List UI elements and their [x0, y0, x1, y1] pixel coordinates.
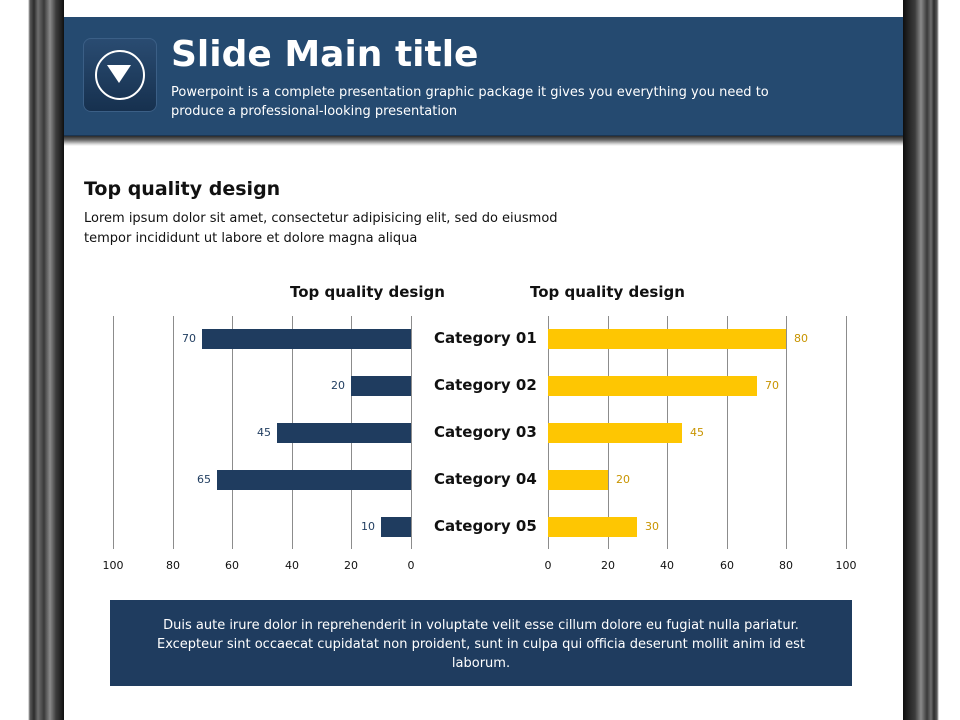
category-label: Category 04 — [434, 470, 537, 488]
footer-text-box: Duis aute irure dolor in reprehenderit i… — [110, 600, 852, 686]
right-gridline — [786, 316, 787, 549]
category-label: Category 03 — [434, 423, 537, 441]
right-data-label: 45 — [690, 426, 704, 439]
left-x-tick-label: 40 — [285, 559, 299, 572]
right-data-label: 20 — [616, 473, 630, 486]
right-bar — [548, 517, 637, 537]
header-shadow — [64, 136, 903, 146]
slide-header: Slide Main title Powerpoint is a complet… — [64, 17, 903, 136]
slide-subtitle: Powerpoint is a complete presentation gr… — [171, 85, 769, 119]
left-gridline — [411, 316, 412, 549]
left-data-label: 70 — [182, 332, 196, 345]
section-text: Lorem ipsum dolor sit amet, consectetur … — [84, 211, 558, 246]
footer-text: Duis aute irure dolor in reprehenderit i… — [156, 618, 805, 671]
right-x-tick-label: 100 — [835, 559, 857, 572]
left-x-tick-label: 60 — [225, 559, 239, 572]
left-bar — [277, 423, 411, 443]
right-bar — [548, 329, 786, 349]
right-x-tick-label: 80 — [779, 559, 793, 572]
right-data-label: 30 — [645, 520, 659, 533]
left-x-tick-label: 80 — [166, 559, 180, 572]
right-data-label: 80 — [794, 332, 808, 345]
left-gridline — [173, 316, 174, 549]
right-data-label: 70 — [765, 379, 779, 392]
left-x-tick-label: 100 — [102, 559, 124, 572]
left-gridline — [232, 316, 233, 549]
slide: Slide Main title Powerpoint is a complet… — [64, 0, 903, 720]
right-x-tick-label: 60 — [720, 559, 734, 572]
left-data-label: 20 — [331, 379, 345, 392]
right-bar — [548, 470, 608, 490]
left-data-label: 10 — [361, 520, 375, 533]
right-bar — [548, 423, 682, 443]
category-label: Category 02 — [434, 376, 537, 394]
left-bar — [351, 376, 411, 396]
left-x-tick-label: 0 — [407, 559, 415, 572]
left-x-tick-label: 20 — [344, 559, 358, 572]
slide-main-title: Slide Main title — [171, 34, 479, 75]
left-data-label: 65 — [197, 473, 211, 486]
section-title: Top quality design — [84, 178, 281, 200]
category-label: Category 05 — [434, 517, 537, 535]
down-arrow-circle-icon — [83, 38, 157, 112]
right-x-tick-label: 40 — [660, 559, 674, 572]
left-data-label: 45 — [257, 426, 271, 439]
device-frame-left — [0, 0, 64, 720]
right-x-tick-label: 0 — [544, 559, 552, 572]
right-chart-title: Top quality design — [530, 283, 685, 301]
category-label: Category 01 — [434, 329, 537, 347]
left-bar — [202, 329, 411, 349]
left-bar — [217, 470, 411, 490]
left-gridline — [113, 316, 114, 549]
right-gridline — [846, 316, 847, 549]
left-chart-title: Top quality design — [290, 283, 445, 301]
right-x-tick-label: 20 — [601, 559, 615, 572]
right-bar — [548, 376, 757, 396]
left-bar — [381, 517, 411, 537]
device-frame-right — [903, 0, 960, 720]
right-gridline — [727, 316, 728, 549]
